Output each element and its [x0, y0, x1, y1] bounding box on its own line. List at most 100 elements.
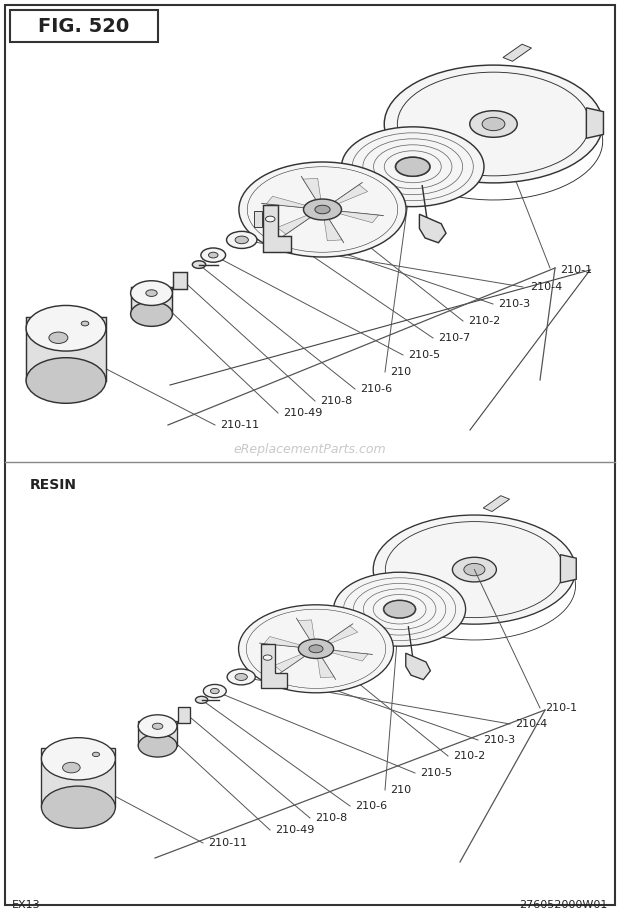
Text: 210-49: 210-49	[283, 408, 322, 418]
Text: 210: 210	[390, 785, 411, 795]
Ellipse shape	[146, 290, 157, 296]
Ellipse shape	[482, 117, 505, 131]
Ellipse shape	[235, 674, 247, 681]
Text: 210-5: 210-5	[420, 768, 452, 778]
Text: FIG. 520: FIG. 520	[38, 16, 130, 36]
Ellipse shape	[246, 610, 386, 688]
Polygon shape	[327, 650, 368, 661]
Text: 210-3: 210-3	[498, 299, 530, 309]
Polygon shape	[324, 626, 358, 645]
Polygon shape	[42, 749, 115, 807]
Text: 210-1: 210-1	[545, 703, 577, 713]
Ellipse shape	[453, 558, 497, 582]
Text: EX13: EX13	[12, 900, 41, 910]
Text: 210-11: 210-11	[220, 420, 259, 430]
Ellipse shape	[42, 738, 115, 780]
Text: 210-5: 210-5	[408, 350, 440, 360]
Polygon shape	[324, 216, 342, 240]
Ellipse shape	[239, 162, 406, 257]
Polygon shape	[587, 108, 603, 138]
Ellipse shape	[397, 72, 590, 175]
Polygon shape	[317, 655, 334, 677]
Polygon shape	[405, 654, 430, 680]
Polygon shape	[503, 44, 531, 61]
Polygon shape	[131, 287, 172, 314]
Ellipse shape	[226, 231, 257, 249]
Ellipse shape	[42, 786, 115, 828]
Ellipse shape	[92, 752, 100, 757]
Ellipse shape	[315, 206, 330, 214]
Ellipse shape	[227, 669, 255, 685]
Ellipse shape	[201, 248, 226, 262]
Text: eReplacementParts.com: eReplacementParts.com	[234, 443, 386, 456]
Text: 210-6: 210-6	[355, 801, 387, 811]
Polygon shape	[26, 317, 106, 380]
Text: 210-3: 210-3	[483, 735, 515, 745]
Ellipse shape	[195, 696, 208, 704]
Ellipse shape	[203, 685, 226, 697]
Polygon shape	[303, 178, 321, 203]
Ellipse shape	[63, 762, 80, 773]
Ellipse shape	[247, 166, 398, 252]
Polygon shape	[178, 707, 190, 723]
Polygon shape	[174, 272, 187, 290]
Text: 210-2: 210-2	[468, 316, 500, 326]
Polygon shape	[254, 211, 262, 227]
Ellipse shape	[384, 600, 415, 618]
Ellipse shape	[384, 65, 603, 183]
Ellipse shape	[131, 281, 172, 305]
Text: 210-7: 210-7	[438, 333, 470, 343]
Polygon shape	[263, 205, 291, 252]
Ellipse shape	[192, 260, 206, 269]
Text: 210-6: 210-6	[360, 384, 392, 394]
Ellipse shape	[26, 305, 106, 351]
Polygon shape	[298, 620, 315, 643]
Ellipse shape	[81, 321, 89, 326]
Ellipse shape	[235, 236, 249, 244]
Text: 210: 210	[390, 367, 411, 377]
Text: 210-4: 210-4	[515, 719, 547, 729]
Ellipse shape	[210, 688, 219, 694]
Text: 210-4: 210-4	[530, 282, 562, 292]
Ellipse shape	[49, 332, 68, 344]
Polygon shape	[264, 636, 305, 648]
Ellipse shape	[298, 639, 334, 658]
Polygon shape	[267, 197, 311, 208]
Ellipse shape	[264, 655, 272, 660]
Ellipse shape	[464, 563, 485, 576]
Polygon shape	[277, 213, 313, 234]
Ellipse shape	[396, 157, 430, 176]
Polygon shape	[335, 211, 379, 223]
Ellipse shape	[153, 723, 163, 729]
Ellipse shape	[138, 734, 177, 757]
Ellipse shape	[386, 522, 564, 618]
Text: 210-1: 210-1	[560, 265, 592, 275]
Ellipse shape	[131, 302, 172, 326]
Polygon shape	[138, 720, 177, 746]
Ellipse shape	[239, 605, 394, 693]
Text: 276052000W01: 276052000W01	[520, 900, 608, 910]
Ellipse shape	[304, 199, 342, 220]
Polygon shape	[332, 185, 368, 206]
Text: RESIN: RESIN	[30, 478, 77, 492]
Polygon shape	[483, 495, 510, 512]
Text: 210-2: 210-2	[453, 751, 485, 761]
Ellipse shape	[334, 572, 466, 646]
Polygon shape	[419, 214, 446, 243]
Ellipse shape	[208, 252, 218, 258]
Text: 210-49: 210-49	[275, 825, 314, 835]
Ellipse shape	[309, 645, 323, 653]
Ellipse shape	[138, 715, 177, 738]
Ellipse shape	[265, 216, 275, 222]
Text: 210-8: 210-8	[315, 813, 347, 823]
Text: 210-11: 210-11	[208, 838, 247, 848]
Ellipse shape	[342, 127, 484, 207]
Polygon shape	[274, 653, 308, 672]
Ellipse shape	[470, 111, 517, 137]
Ellipse shape	[26, 357, 106, 403]
Polygon shape	[260, 644, 287, 688]
Polygon shape	[560, 555, 576, 583]
Text: 210-8: 210-8	[320, 396, 352, 406]
Ellipse shape	[373, 515, 575, 624]
Bar	[10, 10, 158, 42]
